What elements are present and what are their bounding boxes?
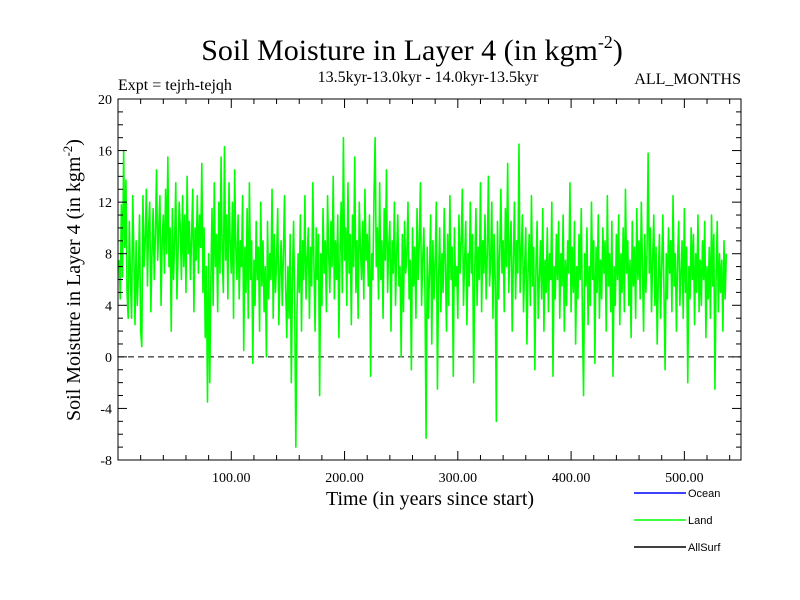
x-tick-label: 400.00 [552,471,591,486]
experiment-label: Expt = tejrh-tejqh [118,77,232,94]
y-tick-label: -8 [100,454,112,469]
y-tick-label: -4 [100,402,112,417]
legend: Ocean Land AllSurf [634,488,721,554]
legend-label-land: Land [688,515,712,527]
series-line-land [118,136,728,448]
y-tick-label: 12 [98,196,112,211]
y-tick-label: 0 [105,351,112,366]
x-axis-label: Time (in years since start) [326,488,534,510]
months-label: ALL_MONTHS [634,71,741,88]
legend-label-allsurf: AllSurf [688,542,721,554]
legend-label-ocean: Ocean [688,488,720,500]
y-tick-label: 8 [105,248,112,263]
x-tick-label: 200.00 [325,471,364,486]
y-axis-label: Soil Moisture in Layer 4 (in kgm-2) [60,139,85,421]
y-tick-label: 4 [105,299,112,314]
chart-title-group: Soil Moisture in Layer 4 (in kgm-2) [201,32,623,67]
x-tick-label: 300.00 [439,471,478,486]
x-tick-label: 100.00 [212,471,251,486]
y-tick-label: 16 [98,145,112,160]
y-tick-label: 20 [98,93,112,108]
chart-subtitle: 13.5kyr-13.0kyr - 14.0kyr-13.5kyr [318,69,539,86]
axes: 100.00 200.00 300.00 400.00 500.00 -8 -4 0 4 8 12 1… [98,93,741,486]
plot-area [118,136,741,448]
chart-title: Soil Moisture in Layer 4 (in kgm-2) [201,32,623,67]
x-tick-label: 500.00 [665,471,704,486]
